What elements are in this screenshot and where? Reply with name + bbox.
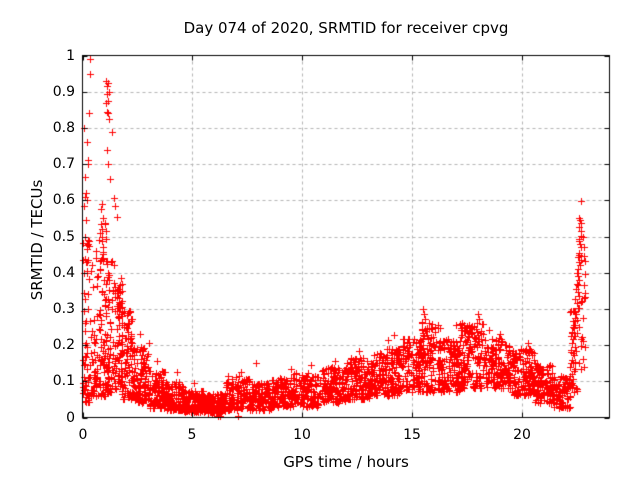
y-tick-label-0.4: 0.4	[52, 265, 75, 281]
y-tick-label-0.9: 0.9	[52, 84, 75, 100]
y-tick-label-0.6: 0.6	[52, 192, 75, 208]
x-tick-label-20: 20	[513, 427, 531, 443]
x-tick-label-5: 5	[187, 427, 197, 443]
x-tick-label-0: 0	[78, 427, 88, 443]
y-tick-label-0.3: 0.3	[52, 301, 75, 317]
x-axis-label: GPS time / hours	[283, 453, 409, 471]
y-tick-label-1: 1	[66, 48, 75, 64]
y-tick-label-0.8: 0.8	[52, 120, 75, 136]
y-tick-label-0.1: 0.1	[52, 373, 75, 389]
y-tick-label-0: 0	[66, 410, 75, 426]
x-tick-label-10: 10	[293, 427, 311, 443]
y-tick-label-0.2: 0.2	[52, 337, 75, 353]
chart-title: Day 074 of 2020, SRMTID for receiver cpv…	[183, 19, 509, 37]
y-tick-label-0.7: 0.7	[52, 156, 75, 172]
x-tick-label-15: 15	[403, 427, 421, 443]
y-tick-label-0.5: 0.5	[52, 229, 75, 245]
